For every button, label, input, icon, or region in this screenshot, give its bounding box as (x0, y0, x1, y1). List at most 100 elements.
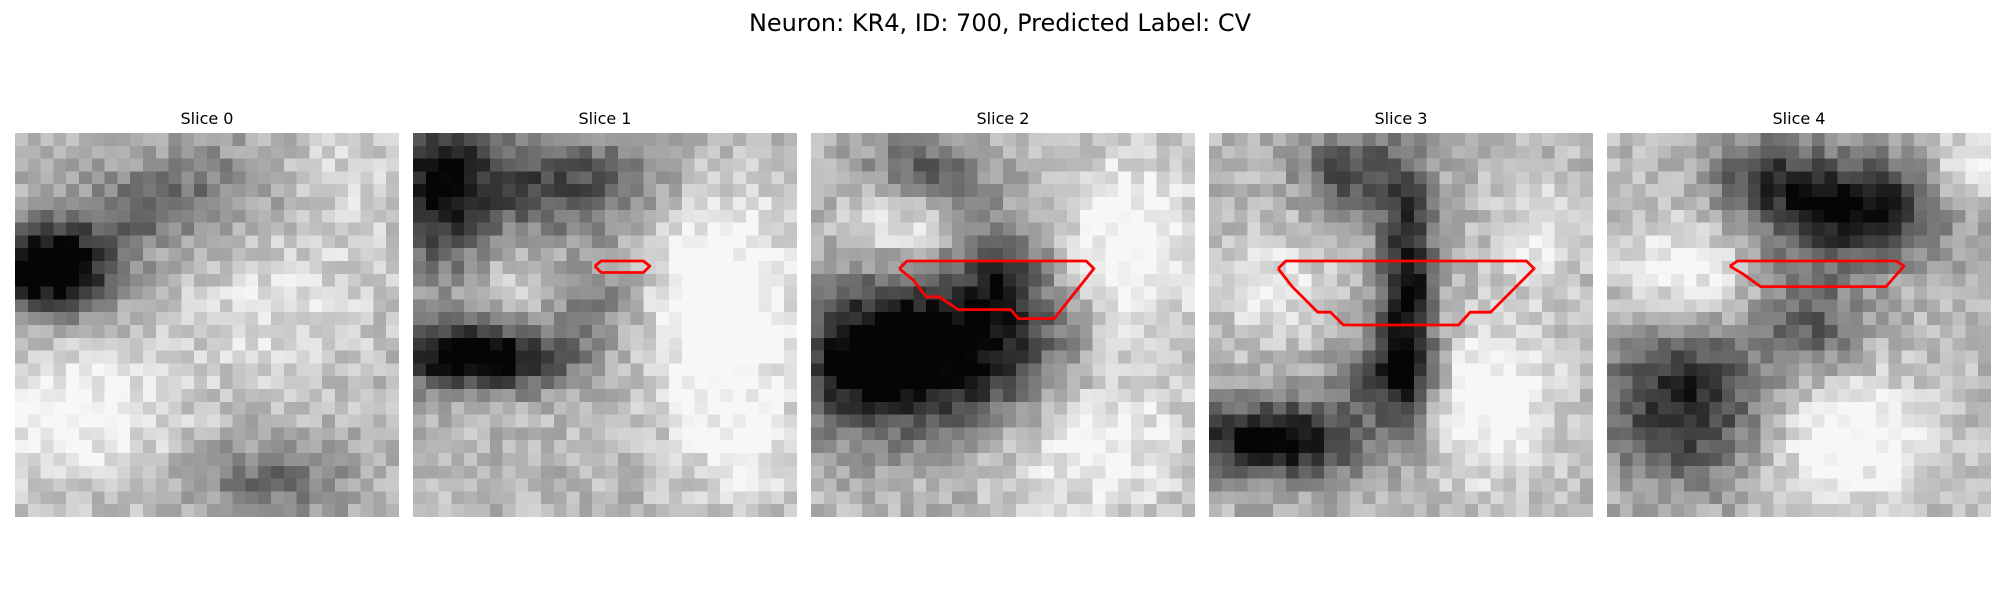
image-pixel (694, 286, 708, 300)
image-pixel (926, 478, 940, 492)
image-pixel (990, 350, 1004, 364)
image-pixel (451, 197, 465, 211)
image-pixel (1169, 197, 1183, 211)
image-pixel (1632, 222, 1646, 236)
image-pixel (1619, 261, 1633, 275)
image-pixel (1645, 299, 1659, 313)
image-pixel (1401, 401, 1415, 415)
image-pixel (53, 440, 67, 454)
image-pixel (926, 222, 940, 236)
image-pixel (143, 273, 157, 287)
image-pixel (862, 145, 876, 159)
image-pixel (811, 145, 825, 159)
image-pixel (528, 248, 542, 262)
image-pixel (784, 453, 797, 467)
image-pixel (1850, 312, 1864, 326)
image-pixel (1914, 235, 1928, 249)
image-pixel (360, 414, 374, 428)
image-pixel (232, 504, 246, 517)
image-pixel (643, 363, 657, 377)
image-pixel (1209, 248, 1223, 262)
image-pixel (553, 222, 567, 236)
image-pixel (1067, 440, 1081, 454)
image-pixel (309, 337, 323, 351)
image-pixel (669, 453, 683, 467)
image-pixel (1105, 171, 1119, 185)
image-pixel (1901, 299, 1915, 313)
image-pixel (1490, 222, 1504, 236)
image-pixel (1811, 337, 1825, 351)
image-pixel (1888, 171, 1902, 185)
image-pixel (1567, 465, 1581, 479)
image-pixel (758, 235, 772, 249)
image-pixel (245, 465, 259, 479)
image-pixel (1773, 133, 1787, 147)
image-pixel (1234, 363, 1248, 377)
image-pixel (104, 350, 118, 364)
image-pixel (669, 440, 683, 454)
image-pixel (1118, 504, 1132, 517)
image-pixel (694, 312, 708, 326)
image-pixel (373, 453, 387, 467)
image-pixel (232, 453, 246, 467)
image-pixel (1349, 261, 1363, 275)
image-pixel (232, 478, 246, 492)
image-pixel (579, 376, 593, 390)
image-pixel (964, 325, 978, 339)
image-pixel (617, 184, 631, 198)
image-pixel (811, 312, 825, 326)
image-pixel (1015, 145, 1029, 159)
image-pixel (694, 389, 708, 403)
image-pixel (733, 427, 747, 441)
image-pixel (1131, 453, 1145, 467)
image-pixel (1490, 184, 1504, 198)
image-pixel (1028, 209, 1042, 223)
image-pixel (1516, 337, 1530, 351)
image-pixel (1927, 491, 1941, 505)
image-pixel (1234, 248, 1248, 262)
image-pixel (566, 337, 580, 351)
image-pixel (117, 401, 131, 415)
image-pixel (1696, 209, 1710, 223)
image-pixel (1067, 325, 1081, 339)
image-pixel (1285, 465, 1299, 479)
image-pixel (669, 389, 683, 403)
image-pixel (977, 337, 991, 351)
image-pixel (66, 273, 80, 287)
image-pixel (1426, 363, 1440, 377)
image-pixel (15, 171, 29, 185)
image-pixel (1567, 491, 1581, 505)
image-pixel (1760, 273, 1774, 287)
image-pixel (66, 248, 80, 262)
image-pixel (1671, 197, 1685, 211)
image-pixel (309, 273, 323, 287)
image-pixel (1965, 478, 1979, 492)
image-pixel (1209, 376, 1223, 390)
image-pixel (1067, 248, 1081, 262)
image-pixel (1939, 363, 1953, 377)
image-pixel (117, 350, 131, 364)
image-pixel (1773, 363, 1787, 377)
image-pixel (1760, 235, 1774, 249)
image-pixel (1143, 171, 1157, 185)
image-pixel (669, 427, 683, 441)
image-pixel (1503, 273, 1517, 287)
image-pixel (1298, 491, 1312, 505)
image-pixel (1619, 286, 1633, 300)
image-pixel (1709, 184, 1723, 198)
image-pixel (40, 286, 54, 300)
image-pixel (477, 235, 491, 249)
image-pixel (913, 184, 927, 198)
image-pixel (1632, 491, 1646, 505)
image-pixel (1529, 222, 1543, 236)
image-pixel (849, 491, 863, 505)
image-pixel (1169, 171, 1183, 185)
image-pixel (1298, 248, 1312, 262)
image-pixel (335, 248, 349, 262)
image-pixel (592, 414, 606, 428)
image-pixel (1607, 222, 1621, 236)
image-pixel (1978, 235, 1991, 249)
image-pixel (1324, 440, 1338, 454)
image-pixel (1516, 209, 1530, 223)
image-pixel (605, 401, 619, 415)
